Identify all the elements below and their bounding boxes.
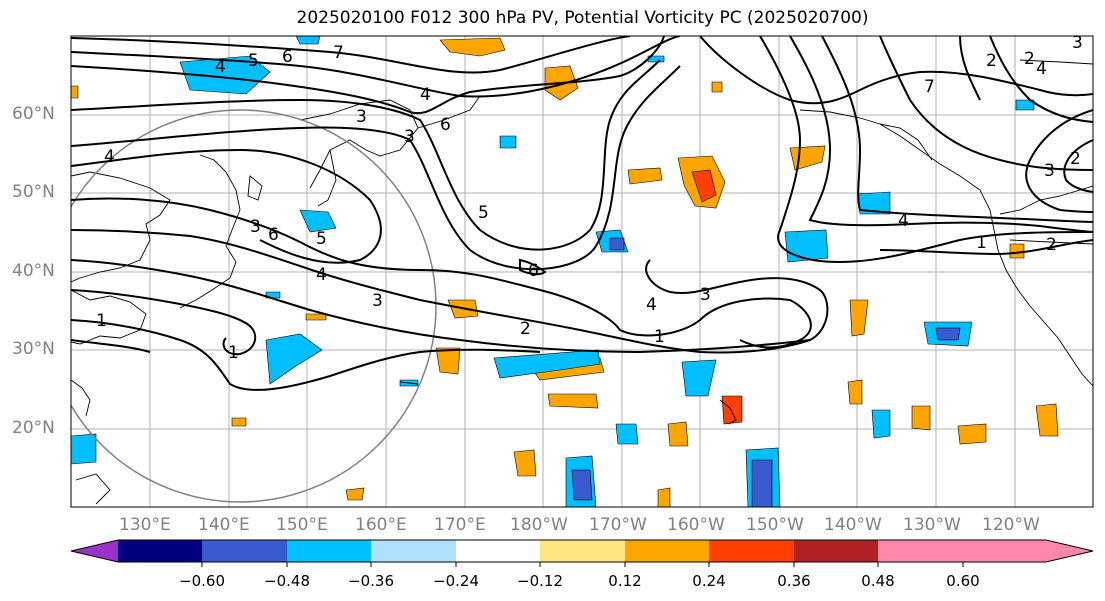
contour-label: 2 xyxy=(1070,149,1081,169)
contour-label: 6 xyxy=(282,47,293,67)
colorbar-extend-right xyxy=(963,540,1093,562)
contour-label: 4 xyxy=(420,85,431,105)
contour-label: 7 xyxy=(333,43,344,63)
map-title: 2025020100 F012 300 hPa PV, Potential Vo… xyxy=(296,8,869,28)
influence-circle xyxy=(71,109,437,503)
contour-label: 1 xyxy=(654,327,665,347)
contour-label: 1 xyxy=(96,311,107,331)
lat-label: 30°N xyxy=(12,339,55,359)
lon-label: 170°E xyxy=(434,515,486,535)
contour-label: 6 xyxy=(268,225,279,245)
contour-label: 2 xyxy=(1046,235,1057,255)
lon-label: 180°W xyxy=(510,515,568,535)
contour-label: 4 xyxy=(104,147,115,167)
contour-label: 2 xyxy=(1024,49,1035,69)
colorbar-segment xyxy=(118,540,202,562)
lat-label: 60°N xyxy=(12,104,55,124)
coastlines xyxy=(71,36,1093,507)
colorbar-tick-label: 0.60 xyxy=(946,572,980,590)
contour-label: 3 xyxy=(404,127,415,147)
colorbar-tick-label: 0.36 xyxy=(777,572,811,590)
contour-label: 2 xyxy=(520,319,531,339)
colorbar-tick-label: −0.36 xyxy=(348,572,394,590)
lon-label: 130°E xyxy=(119,515,171,535)
contour-label: 3 xyxy=(250,217,261,237)
map-border xyxy=(70,35,1094,508)
colorbar xyxy=(70,539,1094,567)
contour-label: 2 xyxy=(986,51,997,71)
colorbar-tick-label: 0.48 xyxy=(861,572,895,590)
colorbar-segment xyxy=(625,540,709,562)
contour-label: 3 xyxy=(1072,33,1083,53)
lon-label: 140°W xyxy=(824,515,882,535)
contour-label: 3 xyxy=(356,107,367,127)
colorbar-segment xyxy=(540,540,625,562)
colorbar-segment xyxy=(287,540,371,562)
contour-label: 4 xyxy=(898,211,909,231)
contour-label: 1 xyxy=(228,343,239,363)
colorbar-segment xyxy=(371,540,456,562)
colorbar-outline xyxy=(70,539,1094,563)
contour-label: 3 xyxy=(1044,161,1055,181)
contour-labels: 4 5 6 7 3 4 6 3 4 5 3 6 5 4 3 1 4 3 2 1 … xyxy=(96,33,1083,363)
colorbar-tick-label: −0.12 xyxy=(517,572,563,590)
colorbar-segment xyxy=(878,540,963,562)
negative-anomaly-patches xyxy=(71,36,1035,507)
colorbar-segment xyxy=(794,540,878,562)
contour-label: 1 xyxy=(976,233,987,253)
pv-contours xyxy=(71,36,1093,391)
lon-label: 160°E xyxy=(355,515,407,535)
contour-label: 6 xyxy=(440,115,451,135)
contour-label: 5 xyxy=(316,229,327,249)
lon-label: 150°E xyxy=(276,515,328,535)
lat-label: 50°N xyxy=(12,182,55,202)
contour-label: 7 xyxy=(924,77,935,97)
colorbar-segment xyxy=(202,540,287,562)
colorbar-segment xyxy=(709,540,794,562)
contour-label: 4 xyxy=(1036,59,1047,79)
lat-label: 20°N xyxy=(12,418,55,438)
lon-label: 150°W xyxy=(746,515,804,535)
colorbar-extend-left xyxy=(71,540,118,562)
contour-label: 4 xyxy=(646,295,657,315)
colorbar-tick-label: 0.24 xyxy=(692,572,726,590)
colorbar-segment xyxy=(456,540,540,562)
lon-label: 170°W xyxy=(589,515,647,535)
colorbar-tick-label: −0.24 xyxy=(433,572,479,590)
colorbar-tick-label: −0.48 xyxy=(264,572,310,590)
lon-label: 140°E xyxy=(198,515,250,535)
contour-label: 3 xyxy=(372,291,383,311)
contour-label: 4 xyxy=(215,57,226,77)
contour-label: 6 xyxy=(528,261,539,281)
contour-label: 5 xyxy=(248,51,259,71)
contour-label: 5 xyxy=(478,203,489,223)
lon-label: 160°W xyxy=(667,515,725,535)
lat-label: 40°N xyxy=(12,261,55,281)
lon-label: 120°W xyxy=(982,515,1040,535)
lon-label: 130°W xyxy=(903,515,961,535)
colorbar-tick-label: 0.12 xyxy=(608,572,642,590)
contour-label: 4 xyxy=(316,265,327,285)
colorbar-tick-label: −0.60 xyxy=(179,572,225,590)
contour-label: 3 xyxy=(700,285,711,305)
